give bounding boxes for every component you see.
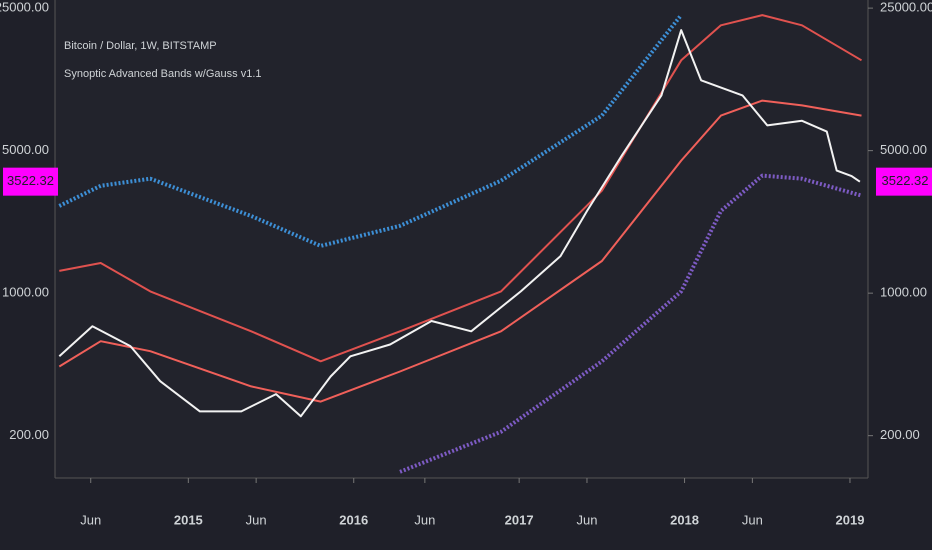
x-tick-label: Jun [576, 512, 597, 527]
y-tick-label: 5000.00 [880, 142, 927, 157]
last-price-box [876, 167, 932, 196]
x-tick-label: Jun [414, 512, 435, 527]
y-tick-label: 5000.00 [2, 142, 49, 157]
last-price-label: 3522.32 [882, 173, 929, 188]
x-tick-label: 2016 [339, 512, 368, 527]
series-line [58, 99, 862, 403]
y-tick-label: 25000.00 [0, 0, 49, 15]
x-tick-label: Jun [742, 512, 763, 527]
x-tick-label: 2017 [505, 512, 534, 527]
x-tick-label: Jun [246, 512, 267, 527]
x-tick-label: Jun [80, 512, 101, 527]
y-tick-label: 1000.00 [2, 285, 49, 300]
series-line [399, 173, 863, 474]
plot-area [55, 0, 868, 478]
last-price-label: 3522.32 [7, 173, 54, 188]
x-tick-label: 2018 [670, 512, 699, 527]
x-tick-label: 2015 [174, 512, 203, 527]
series-line [58, 29, 861, 418]
chart-subtitle: Synoptic Advanced Bands w/Gauss v1.1 [64, 68, 262, 80]
y-tick-label: 200.00 [9, 427, 49, 442]
chart-title: Bitcoin / Dollar, 1W, BITSTAMP [64, 40, 217, 52]
y-tick-label: 25000.00 [880, 0, 932, 15]
series-line [59, 14, 863, 363]
last-price-box [3, 167, 58, 196]
y-tick-label: 200.00 [880, 427, 920, 442]
x-tick-label: 2019 [836, 512, 865, 527]
y-tick-label: 1000.00 [880, 285, 927, 300]
